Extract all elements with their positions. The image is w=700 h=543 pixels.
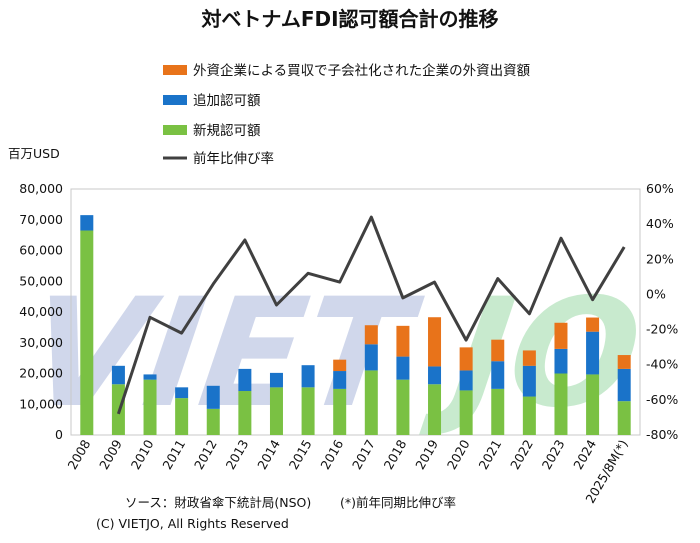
y-axis-right: -80% -60% -40% -20% 0% 20% 40% 60% <box>646 181 678 442</box>
bar-acquisition <box>586 317 600 332</box>
bar-additional-approval <box>333 371 347 389</box>
legend-label-growth: 前年比伸び率 <box>193 150 274 167</box>
x-tick-label: 2011 <box>159 437 188 472</box>
bar-new-approval <box>143 379 157 435</box>
bar-additional-approval <box>143 374 157 380</box>
y-left-tick-label: 80,000 <box>19 181 63 196</box>
x-tick-label: 2021 <box>475 437 504 472</box>
bar-new-approval <box>522 396 536 435</box>
y-right-tick-label: 20% <box>646 251 674 266</box>
x-tick-label: 2013 <box>223 437 252 472</box>
bar-additional-approval <box>175 387 189 399</box>
bar-acquisition <box>459 347 473 371</box>
bar-acquisition <box>617 355 631 369</box>
y-right-tick-label: 0% <box>646 286 666 301</box>
x-tick-label: 2016 <box>317 437 346 472</box>
x-tick-label: 2010 <box>128 437 157 472</box>
y-left-tick-label: 0 <box>55 427 63 442</box>
bar-acquisition <box>364 325 378 345</box>
x-tick-label: 2023 <box>539 437 568 472</box>
legend-swatch-acquisition <box>163 65 187 75</box>
bar-additional-approval <box>206 385 220 409</box>
x-tick-label: 2015 <box>286 437 315 472</box>
bar-new-approval <box>396 379 410 435</box>
bar-additional-approval <box>459 370 473 391</box>
y-left-tick-label: 70,000 <box>19 212 63 227</box>
bar-additional-approval <box>238 368 252 392</box>
x-tick-label: 2019 <box>412 437 441 472</box>
x-tick-label: 2022 <box>507 437 536 472</box>
y-right-tick-label: 60% <box>646 181 674 196</box>
bar-new-approval <box>617 401 631 435</box>
bar-acquisition <box>554 322 568 349</box>
y-right-tick-label: 40% <box>646 216 674 231</box>
bar-new-approval <box>364 370 378 435</box>
bar-new-approval <box>491 388 505 435</box>
y-left-tick-label: 50,000 <box>19 273 63 288</box>
stacked-bars <box>80 215 631 435</box>
x-tick-label: 2018 <box>381 437 410 472</box>
bar-acquisition <box>396 325 410 357</box>
bar-additional-approval <box>364 344 378 371</box>
bar-additional-approval <box>269 372 283 388</box>
y-left-tick-label: 20,000 <box>19 366 63 381</box>
chart-title: 対ベトナムFDI認可額合計の推移 <box>200 7 498 31</box>
legend-swatch-additional <box>163 95 187 105</box>
bar-additional-approval <box>80 215 94 231</box>
bar-additional-approval <box>522 365 536 397</box>
footer-note: (*)前年同期比伸び率 <box>340 495 456 510</box>
bar-additional-approval <box>586 331 600 375</box>
x-tick-label: 2009 <box>96 437 125 472</box>
footer-source: ソース：財政省傘下統計局(NSO) <box>125 495 311 510</box>
bar-new-approval <box>238 391 252 435</box>
x-tick-label: 2020 <box>444 437 473 472</box>
y-left-tick-label: 10,000 <box>19 396 63 411</box>
growth-rate-line <box>116 215 626 415</box>
bar-acquisition <box>491 339 505 362</box>
bar-additional-approval <box>554 348 568 374</box>
y-right-tick-label: -60% <box>646 392 678 407</box>
y-axis-unit-label: 百万USD <box>8 146 60 161</box>
x-tick-label: 2008 <box>65 437 94 472</box>
bar-acquisition <box>428 317 442 367</box>
legend-label-new: 新規認可額 <box>193 123 261 139</box>
bar-new-approval <box>586 374 600 435</box>
bar-additional-approval <box>617 368 631 402</box>
bar-additional-approval <box>301 365 315 388</box>
legend-label-acquisition: 外資企業による買収で子会社化された企業の外資出資額 <box>193 62 530 79</box>
bar-new-approval <box>333 388 347 435</box>
bar-additional-approval <box>396 356 410 380</box>
bar-new-approval <box>554 373 568 435</box>
y-left-tick-label: 60,000 <box>19 243 63 258</box>
x-tick-label: 2012 <box>191 437 220 472</box>
plot-area <box>70 188 641 436</box>
x-tick-label: 2017 <box>349 437 378 472</box>
bar-new-approval <box>301 387 315 435</box>
x-tick-label: 2024 <box>570 437 599 472</box>
legend-label-additional: 追加認可額 <box>193 93 261 109</box>
footer-copyright: (C) VIETJO, All Rights Reserved <box>96 516 289 531</box>
legend-swatch-new <box>163 125 187 135</box>
bar-new-approval <box>206 408 220 435</box>
bar-new-approval <box>175 398 189 435</box>
bar-additional-approval <box>491 361 505 389</box>
y-right-tick-label: -80% <box>646 427 678 442</box>
bar-new-approval <box>459 390 473 435</box>
bar-new-approval <box>269 387 283 435</box>
growth-line <box>116 215 626 415</box>
bar-acquisition <box>522 350 536 366</box>
y-left-tick-label: 40,000 <box>19 304 63 319</box>
bar-acquisition <box>333 359 347 372</box>
bar-additional-approval <box>111 365 125 385</box>
bar-new-approval <box>80 230 94 435</box>
y-axis-left: 0 10,000 20,000 30,000 40,000 50,000 60,000 70,… <box>19 181 63 442</box>
y-left-tick-label: 30,000 <box>19 335 63 350</box>
x-tick-label: 2014 <box>254 437 283 472</box>
legend: 外資企業による買収で子会社化された企業の外資出資額 追加認可額 新規認可額 前年… <box>163 62 530 167</box>
bar-additional-approval <box>428 366 442 385</box>
y-right-tick-label: -20% <box>646 322 678 337</box>
bar-new-approval <box>428 384 442 435</box>
y-right-tick-label: -40% <box>646 357 678 372</box>
